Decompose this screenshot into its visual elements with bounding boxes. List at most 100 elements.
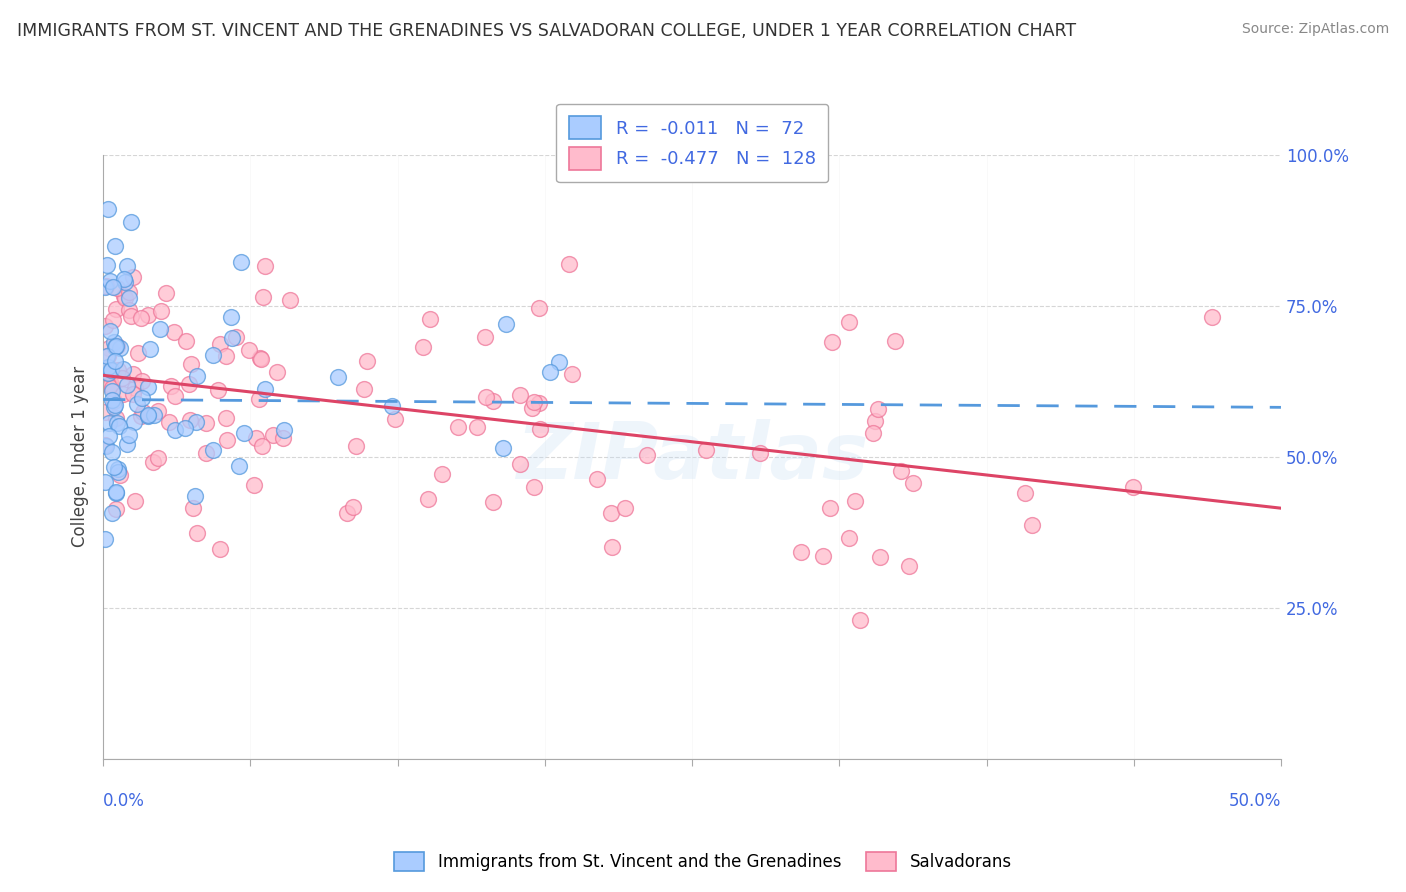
Point xyxy=(186,526,208,541)
Point xyxy=(97,367,120,381)
Point xyxy=(890,464,912,478)
Point xyxy=(111,386,134,401)
Point xyxy=(249,351,271,366)
Point xyxy=(105,486,128,500)
Point xyxy=(495,318,517,332)
Text: 0.0%: 0.0% xyxy=(103,792,145,810)
Point xyxy=(586,472,609,486)
Point xyxy=(695,443,717,458)
Point xyxy=(600,540,623,554)
Point xyxy=(209,541,232,556)
Point xyxy=(104,354,127,368)
Point xyxy=(547,354,569,368)
Point xyxy=(111,371,134,385)
Point xyxy=(131,391,153,405)
Point xyxy=(844,494,866,508)
Point xyxy=(122,387,145,401)
Point xyxy=(342,500,364,515)
Point xyxy=(101,313,124,327)
Point xyxy=(118,291,141,305)
Point xyxy=(103,460,125,475)
Point xyxy=(96,279,118,293)
Point xyxy=(509,457,531,471)
Point xyxy=(97,202,120,217)
Point xyxy=(101,384,124,398)
Point xyxy=(381,399,404,413)
Point xyxy=(475,391,498,405)
Point xyxy=(884,334,907,348)
Point xyxy=(104,340,127,354)
Text: ZIPatlas: ZIPatlas xyxy=(516,419,868,495)
Point xyxy=(492,442,515,456)
Point xyxy=(127,397,149,411)
Point xyxy=(221,331,243,345)
Point xyxy=(155,286,177,301)
Point xyxy=(131,405,153,419)
Point xyxy=(418,491,440,506)
Point xyxy=(266,365,288,379)
Point xyxy=(253,383,276,397)
Text: Source: ZipAtlas.com: Source: ZipAtlas.com xyxy=(1241,22,1389,37)
Point xyxy=(97,349,120,363)
Point xyxy=(215,350,238,364)
Point xyxy=(849,613,872,627)
Point xyxy=(100,363,122,377)
Point xyxy=(898,559,921,574)
Point xyxy=(474,330,496,344)
Point xyxy=(98,274,121,288)
Point xyxy=(124,381,146,395)
Point xyxy=(869,549,891,564)
Point xyxy=(482,394,505,409)
Point xyxy=(105,485,128,500)
Point xyxy=(538,365,561,379)
Point xyxy=(101,280,124,294)
Point xyxy=(124,494,146,508)
Point xyxy=(107,465,129,479)
Point xyxy=(228,458,250,473)
Point xyxy=(862,425,884,440)
Point xyxy=(520,401,543,415)
Point xyxy=(129,409,152,423)
Point xyxy=(215,411,238,425)
Point xyxy=(180,357,202,371)
Point xyxy=(430,467,453,481)
Point xyxy=(194,416,217,430)
Point xyxy=(101,393,124,408)
Point xyxy=(105,410,128,425)
Point xyxy=(129,311,152,326)
Point xyxy=(412,340,434,354)
Point xyxy=(208,337,231,351)
Point xyxy=(117,259,139,273)
Point xyxy=(115,437,138,451)
Point xyxy=(184,489,207,503)
Point xyxy=(139,343,162,357)
Y-axis label: College, Under 1 year: College, Under 1 year xyxy=(72,367,89,548)
Point xyxy=(104,238,127,252)
Point xyxy=(98,429,121,443)
Point xyxy=(104,339,127,353)
Point xyxy=(614,501,637,516)
Point xyxy=(262,428,284,442)
Point xyxy=(217,433,239,447)
Point xyxy=(194,446,217,460)
Point xyxy=(183,501,205,516)
Point xyxy=(901,476,924,491)
Point xyxy=(114,291,136,305)
Point xyxy=(103,401,125,415)
Point xyxy=(599,506,621,520)
Point xyxy=(94,475,117,489)
Point xyxy=(245,431,267,445)
Point xyxy=(94,279,117,293)
Point xyxy=(160,379,183,393)
Point xyxy=(98,324,121,338)
Point xyxy=(120,309,142,323)
Point xyxy=(232,426,254,441)
Point xyxy=(117,428,139,442)
Point xyxy=(838,315,860,329)
Point xyxy=(131,374,153,388)
Point xyxy=(97,342,120,356)
Point xyxy=(121,368,143,382)
Point xyxy=(108,419,131,434)
Point xyxy=(558,257,581,271)
Point xyxy=(1021,518,1043,533)
